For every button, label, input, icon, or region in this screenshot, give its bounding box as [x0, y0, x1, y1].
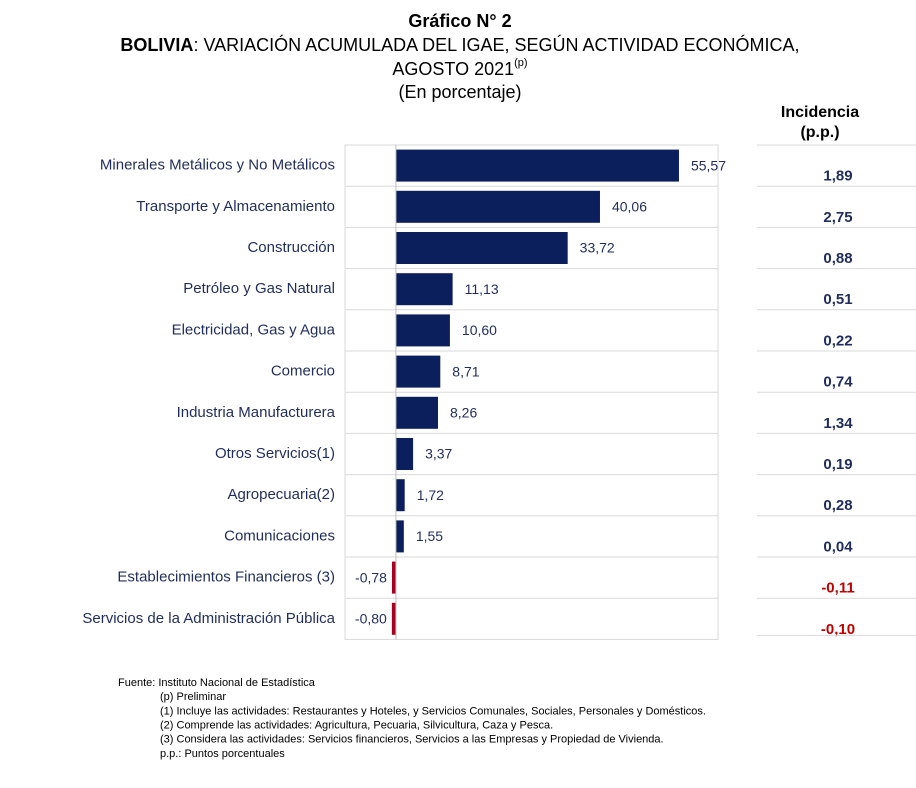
category-label: Construcción — [247, 239, 335, 256]
category-label: Agropecuaria(2) — [227, 486, 335, 503]
value-label: 8,26 — [450, 405, 477, 421]
footnote: (3) Considera las actividades: Servicios… — [160, 734, 664, 746]
bar — [391, 561, 396, 594]
bar — [395, 479, 405, 512]
incidence-title: (p.p.) — [800, 124, 839, 141]
category-label: Electricidad, Gas y Agua — [172, 321, 336, 338]
value-label: 11,13 — [465, 281, 499, 297]
subtitle-text: : VARIACIÓN ACUMULADA DEL IGAE, SEGÚN AC… — [193, 34, 799, 55]
value-label: 1,55 — [416, 528, 443, 544]
plot-area: 55,57 40,06 33,72 11,13 10,60 8,71 8,26 3,37 1,7… — [355, 149, 726, 635]
category-label: Establecimientos Financieros (3) — [117, 569, 335, 586]
incidence-value: -0,10 — [821, 621, 855, 638]
subtitle-bold: BOLIVIA — [120, 35, 193, 55]
category-label: Transporte y Almacenamiento — [136, 198, 335, 215]
incidence-title: Incidencia — [781, 104, 859, 121]
value-label: -0,80 — [355, 611, 387, 627]
category-label: Industria Manufacturera — [177, 404, 336, 421]
incidence-value: 1,34 — [823, 415, 853, 432]
footnote: (p) Preliminar — [160, 691, 226, 703]
value-label: 3,37 — [425, 446, 452, 462]
incidence-value: 0,22 — [823, 332, 852, 349]
category-label: Servicios de la Administración Pública — [82, 610, 335, 627]
bar — [395, 396, 439, 429]
category-label: Otros Servicios(1) — [215, 445, 335, 462]
incidence-value: 0,88 — [823, 250, 852, 267]
bar — [395, 355, 441, 388]
value-label: -0,78 — [355, 569, 387, 585]
bar — [395, 438, 414, 470]
incidence-value: -0,11 — [821, 580, 854, 597]
incidence-value: 1,89 — [823, 168, 852, 185]
chart-subtitle: BOLIVIA: VARIACIÓN ACUMULADA DEL IGAE, S… — [120, 34, 799, 55]
value-label: 10,60 — [462, 322, 497, 338]
category-label: Comercio — [271, 363, 335, 380]
value-label: 55,57 — [691, 157, 726, 173]
incidence-value: 0,51 — [823, 291, 852, 308]
bar — [395, 190, 600, 223]
value-label: 33,72 — [580, 240, 615, 256]
incidence-value: 0,19 — [823, 456, 852, 473]
footnote: p.p.: Puntos porcentuales — [160, 748, 285, 760]
bar — [395, 232, 568, 264]
bar — [395, 149, 679, 182]
bar — [395, 520, 404, 553]
bar — [391, 602, 396, 635]
category-label: Comunicaciones — [224, 527, 335, 544]
bar — [395, 273, 453, 306]
category-label: Minerales Metálicos y No Metálicos — [100, 157, 335, 174]
incidence-value: 0,28 — [823, 497, 852, 514]
chart-subtitle-2: AGOSTO 2021(p) — [392, 57, 527, 79]
footnote: (2) Comprende las actividades: Agricultu… — [160, 720, 553, 732]
chart-units: (En porcentaje) — [398, 82, 521, 102]
subtitle-line2: AGOSTO 2021 — [392, 59, 514, 79]
value-label: 8,71 — [452, 363, 479, 379]
incidence-value: 2,75 — [823, 209, 852, 226]
bar — [395, 314, 450, 347]
subtitle-sup: (p) — [514, 57, 527, 69]
value-label: 1,72 — [417, 487, 444, 503]
incidence-value: 0,74 — [823, 374, 853, 391]
chart-title: Gráfico N° 2 — [408, 11, 511, 31]
category-label: Petróleo y Gas Natural — [183, 280, 335, 297]
value-label: 40,06 — [612, 199, 647, 215]
incidence-value: 0,04 — [823, 538, 853, 555]
footnote: Fuente: Instituto Nacional de Estadístic… — [118, 677, 316, 689]
footnote: (1) Incluye las actividades: Restaurante… — [160, 705, 706, 717]
